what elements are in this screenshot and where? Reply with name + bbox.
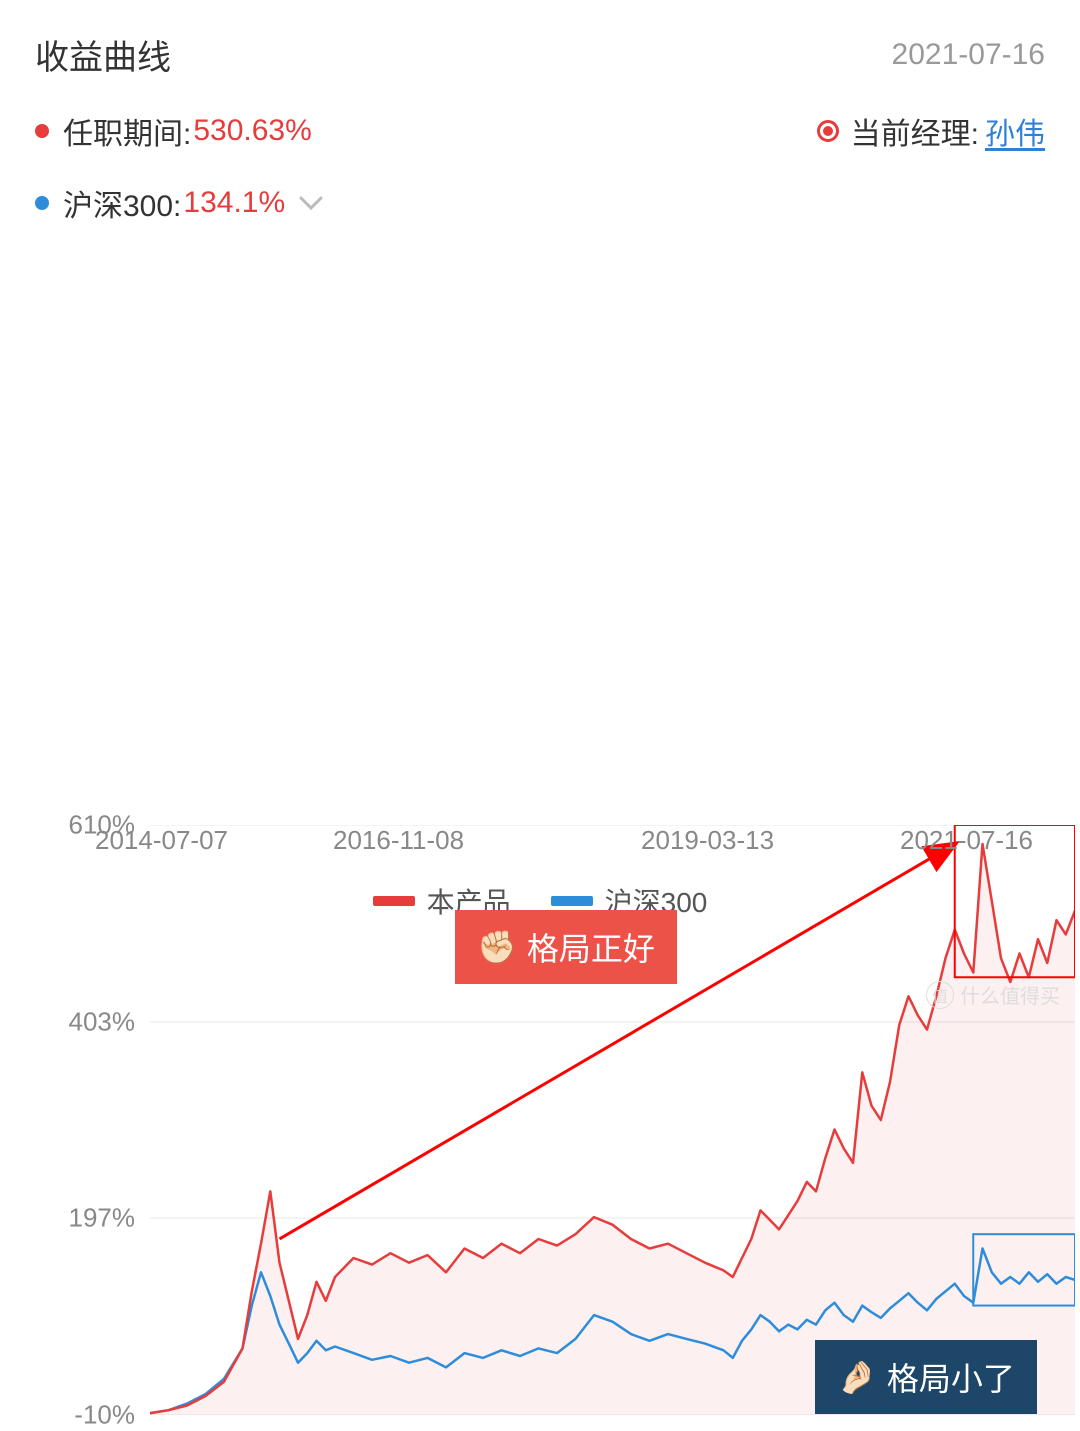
x-tick-label: 2014-07-07 — [95, 825, 228, 856]
x-axis-labels: 2014-07-07 2016-11-08 2019-03-13 2021-07-16 — [95, 825, 1045, 865]
legend-value: 530.63% — [193, 114, 311, 148]
legend-label: 任职期间: — [63, 109, 191, 153]
y-axis-labels: -10%197%403%610% — [35, 825, 145, 1415]
header-date: 2021-07-16 — [892, 38, 1045, 72]
badge-small: 🤌🏻 格局小了 — [815, 1340, 1037, 1414]
legend-benchmark[interactable]: 沪深300: 134.1% — [35, 181, 323, 225]
current-manager: 当前经理: 孙伟 — [817, 109, 1045, 153]
x-tick-label: 2016-11-08 — [333, 825, 464, 856]
x-tick-label: 2019-03-13 — [641, 825, 774, 856]
legend-top: 任职期间: 530.63% 当前经理: 孙伟 沪深300: 134.1% — [35, 109, 1045, 225]
legend-label: 沪深300: — [63, 181, 181, 225]
badge-text: 格局小了 — [887, 1354, 1015, 1400]
y-tick-label: 403% — [69, 1006, 136, 1037]
chart-area: -10%197%403%610% ✊🏻 格局正好 🤌🏻 格局小了 2014-07… — [35, 825, 1045, 921]
manager-label: 当前经理: — [851, 109, 979, 153]
y-tick-label: 197% — [69, 1203, 136, 1234]
y-tick-label: -10% — [74, 1400, 135, 1431]
chart-title: 收益曲线 — [35, 30, 171, 79]
legend-tenure: 任职期间: 530.63% — [35, 109, 312, 153]
x-tick-label: 2021-07-16 — [900, 825, 1033, 856]
watermark-icon: 值 — [926, 981, 954, 1009]
chevron-down-icon[interactable] — [299, 186, 323, 220]
manager-link[interactable]: 孙伟 — [985, 109, 1045, 153]
legend-value: 134.1% — [183, 186, 285, 220]
header: 收益曲线 2021-07-16 — [35, 30, 1045, 79]
badge-good: ✊🏻 格局正好 — [455, 910, 677, 984]
pinch-icon: 🤌🏻 — [837, 1358, 877, 1396]
watermark: 值 什么值得买 — [926, 980, 1060, 1009]
watermark-text: 什么值得买 — [960, 980, 1060, 1009]
radio-icon — [817, 120, 839, 142]
badge-text: 格局正好 — [527, 924, 655, 970]
fist-icon: ✊🏻 — [477, 928, 517, 966]
dot-icon — [35, 124, 49, 138]
dot-icon — [35, 196, 49, 210]
plot-area[interactable]: ✊🏻 格局正好 🤌🏻 格局小了 — [150, 825, 1075, 1415]
